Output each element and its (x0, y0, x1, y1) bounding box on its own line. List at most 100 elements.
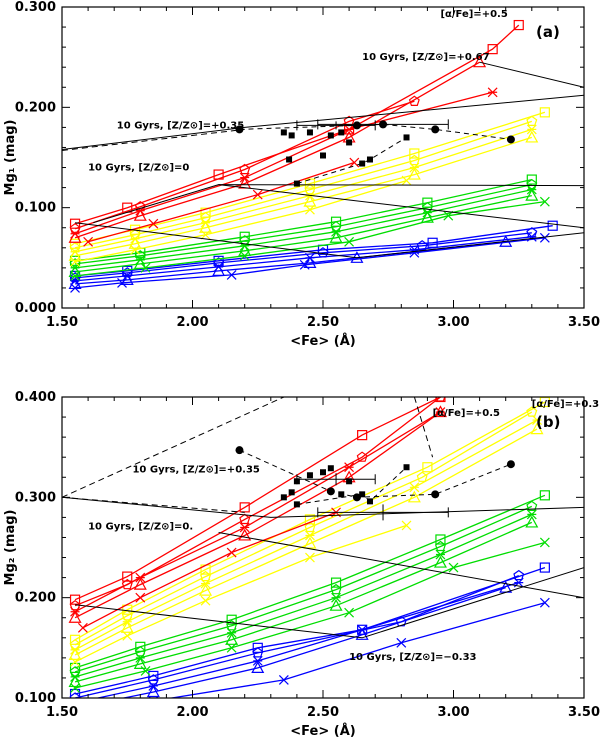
star-marker (487, 87, 498, 98)
x-axis-title: <Fe> (Å) (290, 333, 355, 349)
panel-label: (b) (536, 413, 560, 431)
y-tick-label: 0.300 (15, 0, 56, 15)
diamond-marker (408, 95, 420, 107)
cross-marker (252, 189, 263, 200)
y-axis-title: Mg₂ (mag) (3, 510, 18, 586)
triangle-marker (225, 633, 239, 645)
observation-circle (431, 125, 440, 134)
triangle-marker (525, 515, 539, 528)
square-marker (200, 207, 211, 218)
diamond-marker (526, 115, 538, 127)
annotation-label: 10 Gyrs, [Z/Z⊙]=+0.67 (362, 52, 489, 63)
model-line (75, 237, 545, 289)
cross-marker (401, 520, 412, 531)
observation-square (306, 472, 313, 479)
model-line (75, 232, 532, 279)
square-marker (213, 255, 224, 266)
star-marker (239, 172, 250, 183)
chart-panel-b: 1.50 2.00 2.50 3.00 3.50 0.100 0.200 0.300 0.400… (3, 390, 600, 739)
model-group-3 (68, 19, 524, 247)
square-marker (526, 174, 537, 185)
y-tick-label: 0.000 (15, 301, 56, 316)
model-line (74, 524, 407, 663)
star-marker (344, 462, 355, 473)
error-bar (317, 504, 449, 521)
square-marker (422, 197, 433, 208)
cross-marker (539, 597, 550, 608)
observation-square (403, 464, 410, 471)
square-marker (539, 107, 550, 118)
square-marker (330, 216, 342, 227)
dashed-grid-line (413, 397, 434, 458)
cross-marker (130, 244, 141, 255)
model-line (74, 428, 538, 656)
triangle-marker (251, 661, 265, 674)
model-line (74, 128, 533, 253)
diamond-marker (526, 227, 538, 238)
plot-frame (61, 396, 585, 699)
triangle-marker (146, 685, 160, 698)
observation-square (320, 469, 326, 476)
triangle-marker (329, 598, 343, 611)
square-marker (539, 490, 550, 501)
observation-path (296, 466, 407, 505)
square-marker (357, 430, 368, 441)
model-line (75, 183, 532, 265)
plot-area (62, 397, 584, 698)
cross-marker (226, 547, 237, 558)
triangle-marker (199, 583, 213, 596)
square-marker (122, 571, 133, 582)
model-line (75, 178, 532, 262)
observation-circle (506, 135, 515, 144)
y-tick-label: 0.200 (15, 100, 56, 115)
square-marker (226, 614, 237, 625)
observation-square (366, 156, 373, 163)
y-tick-label: 0.400 (15, 390, 56, 405)
annotation-label: 10 Gyrs, [Z/Z⊙]=+0.35 (132, 464, 259, 475)
model-line (74, 411, 533, 646)
annotation-label: 10 Gyrs, [Z/Z⊙]=0 (88, 163, 189, 174)
y-tick-label: 0.300 (15, 490, 56, 505)
annotation-label: 10 Gyrs, [Z/Z⊙]=−0.33 (349, 652, 476, 663)
square-marker (427, 237, 438, 248)
square-marker (148, 670, 159, 682)
observation-square (366, 498, 373, 505)
observation-square (280, 494, 287, 501)
triangle-marker (473, 55, 487, 68)
triangle-marker (407, 167, 421, 180)
triangle-marker (68, 675, 82, 688)
observation-square (288, 489, 295, 496)
model-line (75, 188, 532, 269)
x-axis-title: <Fe> (Å) (290, 723, 355, 739)
grid-line (75, 567, 584, 639)
square-marker (69, 662, 81, 674)
triangle-marker (303, 256, 317, 268)
observation-square (327, 465, 334, 472)
star-marker (409, 482, 420, 493)
annotation-label: 10 Gyrs, [Z/Z⊙]=+0.35 (117, 120, 244, 131)
observation-path (296, 136, 407, 185)
triangle-marker (407, 490, 421, 503)
square-marker (409, 148, 420, 159)
diamond-marker (526, 500, 538, 511)
grid-line (479, 61, 584, 88)
observation-square (306, 129, 313, 136)
triangle-marker (68, 610, 82, 623)
observation-circle (352, 493, 361, 502)
grid-line (62, 94, 584, 150)
square-marker (69, 238, 81, 249)
grid-line (62, 496, 584, 518)
x-tick-label: 3.00 (437, 315, 469, 330)
x-tick-label: 2.50 (307, 315, 339, 330)
square-marker (422, 462, 433, 473)
diamond-marker (513, 569, 525, 581)
diamond-marker (416, 471, 428, 482)
model-line (74, 574, 520, 698)
cross-marker (200, 229, 211, 240)
cross-marker (135, 592, 146, 603)
star-marker (435, 407, 446, 417)
star-marker (526, 124, 537, 135)
observation-circle (431, 490, 440, 499)
x-tick-label: 3.50 (568, 315, 600, 330)
dashed-grid-line (62, 397, 285, 498)
